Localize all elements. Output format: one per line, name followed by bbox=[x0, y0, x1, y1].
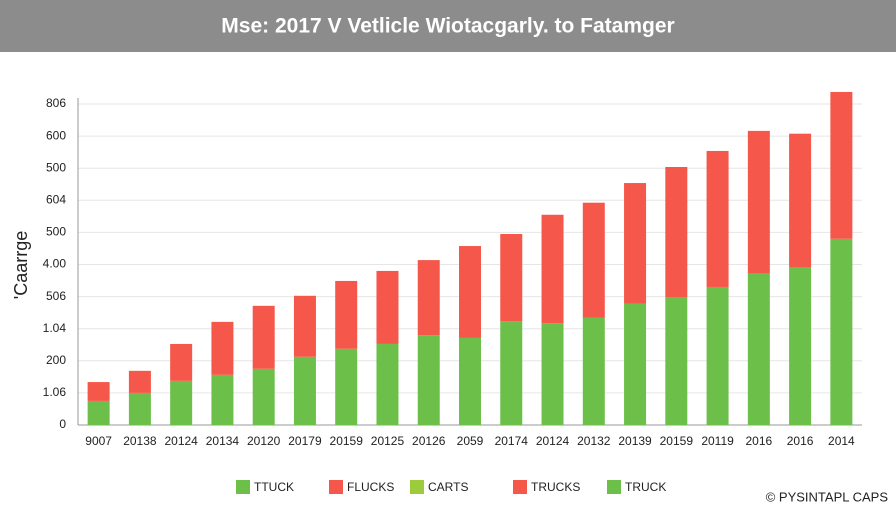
x-tick-label: 2014 bbox=[828, 434, 855, 448]
y-tick-label: 604 bbox=[46, 192, 66, 206]
y-tick-label: 500 bbox=[46, 160, 66, 174]
bar-segment bbox=[665, 297, 688, 425]
bar-segment bbox=[87, 382, 110, 401]
y-axis-label: 'Caarrge bbox=[11, 231, 31, 299]
legend-label: CARTS bbox=[428, 480, 468, 494]
x-tick-label: 20126 bbox=[412, 434, 446, 448]
bar-segment bbox=[128, 392, 151, 425]
bar-segment bbox=[624, 183, 647, 304]
bar-segment bbox=[830, 238, 853, 425]
bar-segment bbox=[582, 202, 605, 318]
x-tick-label: 20174 bbox=[495, 434, 529, 448]
bar-segment bbox=[665, 166, 688, 298]
bar-segment bbox=[500, 321, 523, 425]
bar-segment bbox=[87, 400, 110, 425]
x-tick-label: 20159 bbox=[330, 434, 364, 448]
bar-segment bbox=[252, 368, 275, 425]
x-tick-label: 20119 bbox=[701, 434, 734, 448]
bar-segment bbox=[789, 267, 812, 425]
y-tick-label: 4.00 bbox=[43, 257, 67, 271]
x-tick-label: 20124 bbox=[164, 434, 198, 448]
bar-segment bbox=[459, 246, 481, 338]
bar-segment bbox=[170, 380, 193, 425]
bar-segment bbox=[582, 317, 605, 425]
bar-segment bbox=[706, 150, 729, 287]
y-tick-label: 806 bbox=[46, 96, 66, 110]
bar-segment bbox=[624, 303, 647, 425]
bar-segment bbox=[830, 91, 853, 239]
legend-label: TRUCK bbox=[625, 480, 666, 494]
bar-segment bbox=[211, 374, 234, 425]
bar-segment bbox=[335, 280, 358, 349]
x-tick-label: 9007 bbox=[85, 434, 112, 448]
y-tick-label: 506 bbox=[46, 289, 66, 303]
legend-swatch bbox=[329, 480, 343, 494]
legend-swatch bbox=[513, 480, 527, 494]
bar-segment bbox=[747, 130, 770, 274]
bar-segment bbox=[293, 356, 316, 425]
bar-segment bbox=[376, 270, 399, 344]
bar-segment bbox=[211, 321, 234, 375]
title-bar bbox=[0, 0, 896, 52]
bar-segment bbox=[293, 295, 316, 357]
x-tick-label: 2016 bbox=[787, 434, 814, 448]
y-tick-label: 600 bbox=[46, 128, 66, 142]
legend-label: TRUCKS bbox=[531, 480, 580, 494]
chart-title: Mse: 2017 V Vetlicle Wiotacgarly. to Fat… bbox=[221, 15, 674, 38]
legend-swatch bbox=[236, 480, 250, 494]
bar-segment bbox=[335, 348, 358, 425]
y-tick-label: 0 bbox=[59, 417, 66, 431]
bar-segment bbox=[706, 286, 729, 425]
x-tick-label: 20125 bbox=[371, 434, 405, 448]
legend-swatch bbox=[410, 480, 424, 494]
bar-segment bbox=[417, 335, 440, 425]
legend-label: TTUCK bbox=[254, 480, 294, 494]
legend-label: FLUCKS bbox=[347, 480, 394, 494]
bar-segment bbox=[789, 133, 812, 268]
x-tick-label: 20134 bbox=[206, 434, 240, 448]
y-tick-label: 1.04 bbox=[43, 321, 67, 335]
bar-segment bbox=[459, 337, 481, 425]
x-tick-label: 2016 bbox=[745, 434, 772, 448]
y-tick-label: 1.06 bbox=[43, 385, 67, 399]
x-tick-label: 20159 bbox=[660, 434, 694, 448]
bar-segment bbox=[500, 234, 523, 322]
x-tick-label: 20179 bbox=[288, 434, 322, 448]
watermark: © PYSINTAPL CAPS bbox=[766, 489, 889, 504]
bar-segment bbox=[128, 370, 151, 393]
bar-segment bbox=[417, 260, 440, 336]
x-tick-label: 20120 bbox=[247, 434, 281, 448]
x-tick-label: 20124 bbox=[536, 434, 570, 448]
legend-swatch bbox=[607, 480, 621, 494]
y-tick-label: 500 bbox=[46, 225, 66, 239]
bar-segment bbox=[747, 273, 770, 425]
x-tick-label: 20132 bbox=[577, 434, 611, 448]
bar-segment bbox=[376, 343, 399, 425]
x-tick-label: 2059 bbox=[457, 434, 484, 448]
bar-segment bbox=[252, 305, 275, 369]
bar-segment bbox=[170, 343, 193, 381]
x-tick-label: 20139 bbox=[618, 434, 652, 448]
x-tick-label: 20138 bbox=[123, 434, 157, 448]
y-tick-label: 200 bbox=[46, 353, 66, 367]
bar-segment bbox=[541, 214, 564, 324]
bar-segment bbox=[541, 323, 564, 425]
